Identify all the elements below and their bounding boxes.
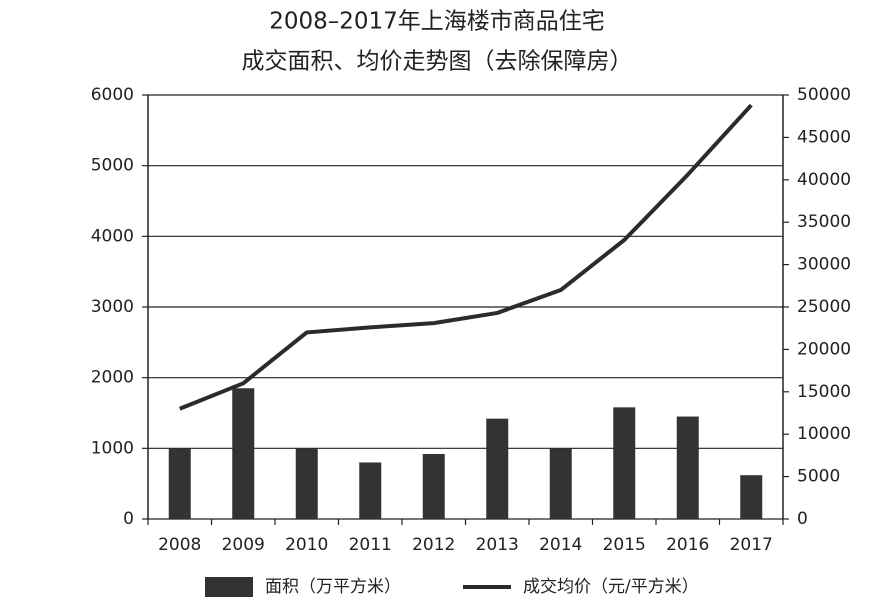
y-tick-label: 1000 xyxy=(91,438,134,458)
y2-tick-label: 0 xyxy=(797,509,808,529)
legend-label: 面积（万平方米） xyxy=(265,577,401,597)
y2-tick-label: 15000 xyxy=(797,382,851,402)
y2-tick-label: 30000 xyxy=(797,255,851,275)
bar xyxy=(486,418,509,519)
x-tick-label: 2015 xyxy=(603,535,646,555)
x-tick-label: 2009 xyxy=(222,535,265,555)
bar xyxy=(422,453,445,519)
y2-tick-label: 40000 xyxy=(797,170,851,190)
y2-tick-label: 25000 xyxy=(797,297,851,317)
x-tick-label: 2014 xyxy=(539,535,582,555)
line xyxy=(179,103,753,411)
y2-tick-label: 35000 xyxy=(797,212,851,232)
x-tick-label: 2012 xyxy=(412,535,455,555)
y2-tick-label: 10000 xyxy=(797,424,851,444)
x-tick-label: 2010 xyxy=(285,535,328,555)
y-tick-label: 5000 xyxy=(91,156,134,176)
x-tick-label: 2008 xyxy=(158,535,201,555)
y-tick-label: 6000 xyxy=(91,85,134,105)
y-tick-label: 0 xyxy=(123,509,134,529)
y2-tick-label: 45000 xyxy=(797,127,851,147)
bar xyxy=(295,448,318,519)
x-tick-label: 2013 xyxy=(476,535,519,555)
x-tick-label: 2017 xyxy=(730,535,773,555)
bar xyxy=(359,462,382,519)
bar xyxy=(232,388,255,519)
bar xyxy=(168,448,191,519)
y2-tick-label: 20000 xyxy=(797,339,851,359)
bar xyxy=(676,416,699,519)
chart-title: 2008–2017年上海楼市商品住宅 xyxy=(269,9,605,35)
chart-title: 成交面积、均价走势图（去除保障房） xyxy=(242,49,633,75)
legend-swatch xyxy=(205,577,253,597)
y-tick-label: 4000 xyxy=(91,226,134,246)
legend-label: 成交均价（元/平方米） xyxy=(523,577,699,597)
y2-tick-label: 5000 xyxy=(797,467,840,487)
x-tick-label: 2011 xyxy=(349,535,392,555)
x-tick-label: 2016 xyxy=(666,535,709,555)
y-tick-label: 2000 xyxy=(91,368,134,388)
y-tick-label: 3000 xyxy=(91,297,134,317)
bar xyxy=(549,448,572,519)
bar xyxy=(740,475,763,519)
y2-tick-label: 50000 xyxy=(797,85,851,105)
bar xyxy=(613,407,636,519)
